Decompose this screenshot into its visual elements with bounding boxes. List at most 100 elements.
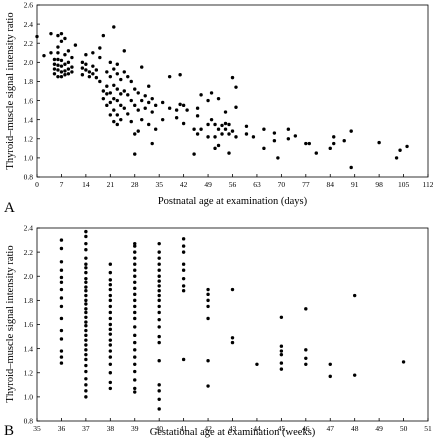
data-point [342,138,346,143]
data-point [126,112,130,116]
data-point [84,234,88,239]
data-point [80,60,85,65]
data-point [262,146,266,151]
data-point [216,143,221,148]
data-point [115,87,119,91]
x-tick-label: 21 [107,180,115,189]
x-tick-label: 7 [60,180,64,189]
data-point [91,64,95,68]
data-point [108,355,113,359]
data-point [234,85,238,89]
data-point [352,293,357,298]
x-tick-label: 51 [424,424,432,433]
x-tick-label: 41 [180,424,188,433]
x-axis-label: Gestational age at examination (weeks) [150,427,316,438]
data-point [59,74,64,79]
data-point [304,307,308,311]
data-point [405,144,409,149]
data-point [84,389,88,393]
data-point [244,132,249,136]
data-point [84,52,88,57]
data-point [59,296,64,300]
data-point [84,369,88,374]
x-tick-label: 47 [327,424,335,433]
data-point [94,68,99,72]
data-point [286,127,291,131]
data-point [133,310,137,315]
data-point [108,60,113,65]
data-point [174,108,179,112]
data-point [84,310,88,315]
data-point [52,62,57,66]
data-point [157,268,161,272]
data-point [59,238,64,242]
data-point [181,284,186,288]
y-tick-label: 2.6 [24,1,34,10]
data-point [84,333,88,338]
data-point [133,348,137,352]
data-point [66,49,71,53]
data-point [52,72,57,76]
data-point [181,103,186,108]
data-point [108,349,113,353]
data-point [150,141,154,146]
data-point [56,68,60,72]
x-tick-label: 63 [253,180,261,189]
data-point [230,129,235,133]
x-tick-label: 77 [302,180,310,189]
y-tick-label: 2.4 [24,20,34,29]
data-point [133,280,137,284]
data-point [279,349,284,353]
data-point [122,89,126,93]
data-point [157,241,161,246]
data-point [87,74,92,79]
x-tick-label: 28 [131,180,139,189]
data-point [352,373,357,377]
data-point [108,74,113,79]
data-point [195,106,200,110]
data-point [108,298,113,303]
data-point [59,287,64,292]
y-tick-label: 2.2 [24,248,34,257]
data-point [328,374,332,379]
data-point [84,262,88,266]
data-point [126,74,130,79]
data-point [157,262,161,266]
data-point [105,70,109,74]
x-tick-label: 44 [253,424,261,433]
data-point [115,122,119,127]
data-point [220,123,224,128]
data-point [101,33,106,38]
data-point [279,315,284,319]
data-point [119,92,123,96]
data-point [84,280,88,284]
y-tick-label: 0.8 [24,417,34,426]
data-point [272,131,277,135]
data-point [279,367,284,371]
data-point [133,340,137,345]
data-point [195,114,200,118]
data-point [199,127,203,131]
data-point [73,43,78,47]
data-point [56,33,60,38]
data-point [157,279,161,283]
panel-label: A [4,200,15,216]
data-point [84,377,88,381]
data-point [133,152,137,156]
data-point [227,122,231,127]
data-point [262,127,266,131]
data-point [398,148,402,152]
data-point [126,93,130,97]
data-point [66,67,71,71]
data-point [136,108,140,112]
data-point [230,287,235,292]
data-point [108,371,113,375]
data-point [84,266,88,270]
x-tick-label: 70 [278,180,286,189]
data-point [84,352,88,357]
data-point [209,91,214,95]
data-point [108,270,113,275]
data-point [181,268,186,272]
data-point [129,98,133,103]
